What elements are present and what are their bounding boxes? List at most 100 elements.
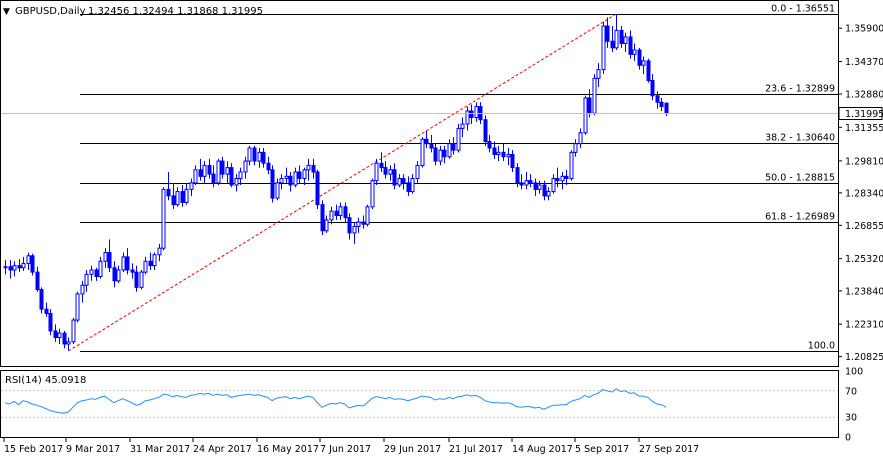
candle-body (374, 162, 379, 182)
candle (189, 178, 194, 196)
candle-body (601, 25, 606, 71)
candle-body (515, 167, 520, 184)
price-tick-label: 1.34370 (845, 57, 883, 68)
candle-body (75, 293, 80, 321)
candle-body (189, 182, 194, 190)
fibonacci-levels: 0.0 - 1.36551 23.6 - 1.32899 38.2 - 1.3064… (80, 4, 838, 352)
candle (632, 43, 637, 61)
candle (506, 148, 511, 166)
candle (542, 180, 547, 201)
candle (365, 204, 370, 227)
candle-body (198, 169, 203, 177)
candle (48, 309, 53, 336)
time-tick-label: 5 Sep 2017 (575, 444, 629, 455)
candle (234, 174, 239, 192)
candle (288, 171, 293, 192)
triangle-down-icon[interactable]: ▼ (3, 7, 10, 17)
candle (171, 182, 176, 209)
candle (352, 222, 357, 244)
candle (180, 185, 185, 207)
rsi-panel-frame (0, 370, 839, 438)
price-tick-label: 1.25320 (845, 254, 883, 265)
candle (198, 158, 203, 181)
candle-body (343, 206, 348, 219)
candle (583, 95, 588, 135)
candle (442, 145, 447, 164)
candle (519, 174, 524, 190)
candle (184, 182, 189, 205)
candle-body (542, 184, 547, 197)
candle-body (619, 29, 624, 44)
candle-body (238, 171, 243, 179)
candle-body (465, 110, 470, 125)
rsi-tick-label: 70 (845, 386, 857, 397)
candle-body (270, 169, 275, 199)
candle (134, 265, 139, 292)
candle (211, 165, 216, 188)
candlestick-series (3, 14, 669, 351)
candle (361, 215, 366, 229)
time-tick-label: 24 Apr 2017 (193, 444, 252, 455)
candle (161, 187, 166, 251)
candle (80, 280, 85, 303)
candle (370, 178, 375, 209)
candle (116, 265, 121, 284)
candle-body (161, 188, 166, 249)
candle-body (429, 143, 434, 149)
candle (193, 165, 198, 186)
candle-body (220, 160, 225, 175)
candle (35, 266, 40, 292)
candle (243, 156, 248, 179)
candle-body (26, 255, 31, 264)
candle (578, 128, 583, 149)
candle (356, 217, 361, 233)
candle (646, 58, 651, 83)
candle (524, 171, 529, 190)
candle-body (392, 169, 397, 186)
candle (225, 161, 230, 183)
candle (270, 165, 275, 203)
symbol-label: GBPUSD,Daily (15, 6, 86, 17)
candle-body (3, 266, 8, 269)
candle-body (447, 143, 452, 158)
candle-body (157, 247, 162, 256)
candle (551, 174, 556, 194)
candle-body (578, 132, 583, 145)
candle-body (605, 25, 610, 42)
candle-body (496, 151, 501, 156)
candle (247, 145, 252, 166)
candle-body (533, 182, 538, 190)
candle-body (487, 140, 492, 149)
fib-label-100-0: 100.0 (808, 341, 835, 352)
candle-body (614, 29, 619, 49)
time-tick-label: 27 Sep 2017 (639, 444, 699, 455)
candle (143, 256, 148, 275)
trendline[interactable] (68, 13, 617, 352)
candle-body (474, 106, 479, 119)
rsi-header-label: RSI(14) 45.0918 (5, 375, 86, 386)
candle-body (139, 271, 144, 288)
price-tick-label: 1.32880 (845, 89, 883, 100)
candle (410, 174, 415, 194)
candle (21, 256, 26, 272)
candle (297, 165, 302, 183)
price-tick-label: 1.35900 (845, 24, 883, 35)
price-tick-label: 1.26855 (845, 221, 883, 232)
candle (3, 260, 8, 275)
fib-label-38-2: 38.2 - 1.30640 (765, 133, 835, 144)
candle-body (66, 341, 71, 345)
candle-body (207, 164, 212, 175)
candle-body (35, 271, 40, 291)
candle (66, 337, 71, 351)
candle (546, 187, 551, 201)
candle-body (39, 289, 44, 310)
candle (501, 143, 506, 162)
candle (107, 239, 112, 273)
candle-body (347, 217, 352, 234)
fib-label-23-6: 23.6 - 1.32899 (765, 84, 835, 95)
candle-body (257, 151, 262, 162)
candle (650, 73, 655, 101)
fib-label-50-0: 50.0 - 1.28815 (765, 173, 835, 184)
candle (311, 158, 316, 179)
candle-body (84, 273, 89, 286)
